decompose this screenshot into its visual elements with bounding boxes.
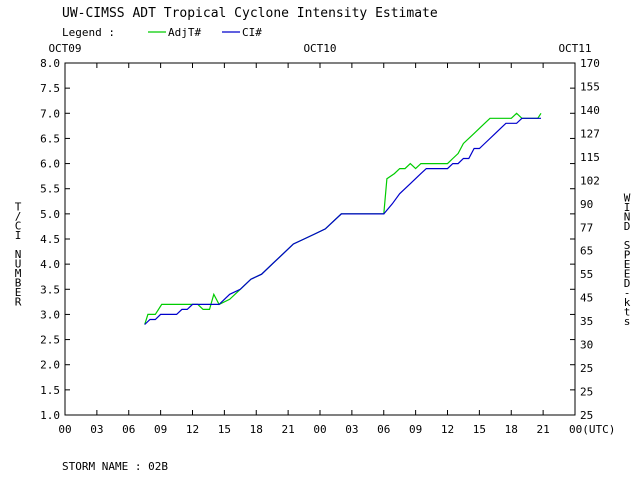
y2-tick-label: 140 xyxy=(580,104,600,117)
legend-label: Legend : xyxy=(62,26,115,39)
series-line-ci xyxy=(144,117,541,325)
y-tick-label: 6.0 xyxy=(40,158,60,171)
y2-tick-label: 90 xyxy=(580,198,593,211)
axis-title-char: T xyxy=(15,201,22,214)
y-tick-label: 6.5 xyxy=(40,132,60,145)
axis-title-char: C xyxy=(15,220,22,233)
y2-tick-label: 25 xyxy=(580,386,593,399)
chart-title: UW-CIMSS ADT Tropical Cyclone Intensity … xyxy=(62,6,438,21)
axis-title-char: D xyxy=(624,277,631,290)
y2-tick-label: 127 xyxy=(580,127,600,140)
y-axis: 1.0 1.5 2.0 2.5 3.0 3.5 4.0 4.5 5.0 5.5 6.0 6.5 7.0 7… xyxy=(40,57,575,422)
y-tick-label: 2.5 xyxy=(40,334,60,347)
y2-tick-label: 115 xyxy=(580,151,600,164)
x-tick-label: 09 xyxy=(409,423,422,436)
x-tick-label: 00 xyxy=(58,423,71,436)
axis-title-char: D xyxy=(624,220,631,233)
y2-tick-label: 170 xyxy=(580,57,600,70)
y-tick-label: 4.0 xyxy=(40,258,60,271)
y-tick-label: 3.5 xyxy=(40,283,60,296)
axis-title-char: / xyxy=(15,210,22,223)
y-tick-label: 3.0 xyxy=(40,308,60,321)
axis-title-char: k xyxy=(624,296,631,309)
axis-title-char: P xyxy=(624,248,631,261)
y-tick-label: 1.0 xyxy=(40,409,60,422)
axis-title-char: t xyxy=(624,305,631,318)
y2-tick-label: 35 xyxy=(580,315,593,328)
axis-title-char: I xyxy=(15,229,22,242)
y-tick-label: 4.5 xyxy=(40,233,60,246)
x-tick-label: 21 xyxy=(282,423,295,436)
axis-title-char: I xyxy=(624,201,631,214)
axis-title-char: E xyxy=(624,267,631,280)
x-tick-label: 18 xyxy=(505,423,518,436)
axis-title-char: M xyxy=(15,267,22,280)
x-tick-label: 06 xyxy=(122,423,135,436)
y2-tick-label: 25 xyxy=(580,409,593,422)
plot-frame xyxy=(64,62,576,416)
axis-title-char: N xyxy=(624,210,631,223)
x-tick-label: 18 xyxy=(250,423,263,436)
x-tick-label: 09 xyxy=(154,423,167,436)
axis-title-char: S xyxy=(624,239,631,252)
y-tick-label: 5.0 xyxy=(40,208,60,221)
y2-tick-label: 155 xyxy=(580,80,600,93)
axis-title-char: U xyxy=(15,258,22,271)
x-axis: 00 03 06 09 12 15 18 21 00 03 06 09 12 15 18 21 00(UTC) xyxy=(58,63,615,436)
date-label: OCT11 xyxy=(558,42,591,55)
x-tick-label: 21 xyxy=(537,423,550,436)
y2-tick-label: 55 xyxy=(580,268,593,281)
axis-title-char: s xyxy=(624,315,631,328)
y-tick-label: 1.5 xyxy=(40,384,60,397)
y2-tick-label: 45 xyxy=(580,292,593,305)
y-tick-label: 2.0 xyxy=(40,359,60,372)
x-tick-label: 03 xyxy=(345,423,358,436)
storm-name: STORM NAME : 02B xyxy=(62,460,168,473)
y-tick-label: 7.5 xyxy=(40,82,60,95)
axis-title-char: - xyxy=(624,286,631,299)
legend-entry: CI# xyxy=(242,26,262,39)
x-tick-label: 00(UTC) xyxy=(569,423,615,436)
x-tick-label: 15 xyxy=(218,423,231,436)
series-group xyxy=(144,112,542,325)
x-tick-label: 06 xyxy=(377,423,390,436)
x-tick-label: 12 xyxy=(441,423,454,436)
legend-entry: AdjT# xyxy=(168,26,201,39)
date-label: OCT09 xyxy=(48,42,81,55)
date-label: OCT10 xyxy=(303,42,336,55)
y2-tick-label: 65 xyxy=(580,245,593,258)
legend: AdjT# CI# xyxy=(148,26,262,39)
x-tick-label: 12 xyxy=(186,423,199,436)
y2-tick-label: 77 xyxy=(580,221,593,234)
x-tick-label: 03 xyxy=(90,423,103,436)
axis-title-char: E xyxy=(15,286,22,299)
series-line-adjt xyxy=(144,112,542,325)
x-tick-label: 00 xyxy=(313,423,326,436)
y2-axis: 25 25 25 30 35 45 55 65 77 90 102 115 127 140 155 170 xyxy=(580,57,600,422)
axis-title-char: E xyxy=(624,258,631,271)
y-tick-label: 8.0 xyxy=(40,57,60,70)
x-tick-label: 15 xyxy=(473,423,486,436)
date-labels: OCT09 OCT10 OCT11 xyxy=(48,42,591,55)
axis-title-char: R xyxy=(15,296,22,309)
axis-title-char: N xyxy=(15,248,22,261)
y-tick-label: 7.0 xyxy=(40,107,60,120)
y2-tick-label: 102 xyxy=(580,174,600,187)
axis-title-char: B xyxy=(15,277,22,290)
axis-title-char: W xyxy=(624,191,631,204)
y2-tick-label: 30 xyxy=(580,339,593,352)
y-tick-label: 5.5 xyxy=(40,183,60,196)
y2-tick-label: 25 xyxy=(580,362,593,375)
